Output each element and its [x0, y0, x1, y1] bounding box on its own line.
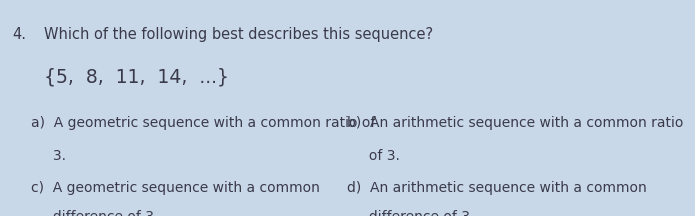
- Text: difference of 3.: difference of 3.: [31, 210, 158, 216]
- Text: 3.: 3.: [31, 149, 66, 163]
- Text: Which of the following best describes this sequence?: Which of the following best describes th…: [44, 27, 434, 42]
- Text: a)  A geometric sequence with a common ratio of: a) A geometric sequence with a common ra…: [31, 116, 375, 130]
- Text: {5,  8,  11,  14,  ...}: {5, 8, 11, 14, ...}: [44, 67, 229, 86]
- Text: of 3.: of 3.: [348, 149, 400, 163]
- Text: c)  A geometric sequence with a common: c) A geometric sequence with a common: [31, 181, 320, 195]
- Text: 4.: 4.: [13, 27, 26, 42]
- Text: b)  An arithmetic sequence with a common ratio: b) An arithmetic sequence with a common …: [348, 116, 684, 130]
- Text: d)  An arithmetic sequence with a common: d) An arithmetic sequence with a common: [348, 181, 647, 195]
- Text: difference of 3.: difference of 3.: [348, 210, 475, 216]
